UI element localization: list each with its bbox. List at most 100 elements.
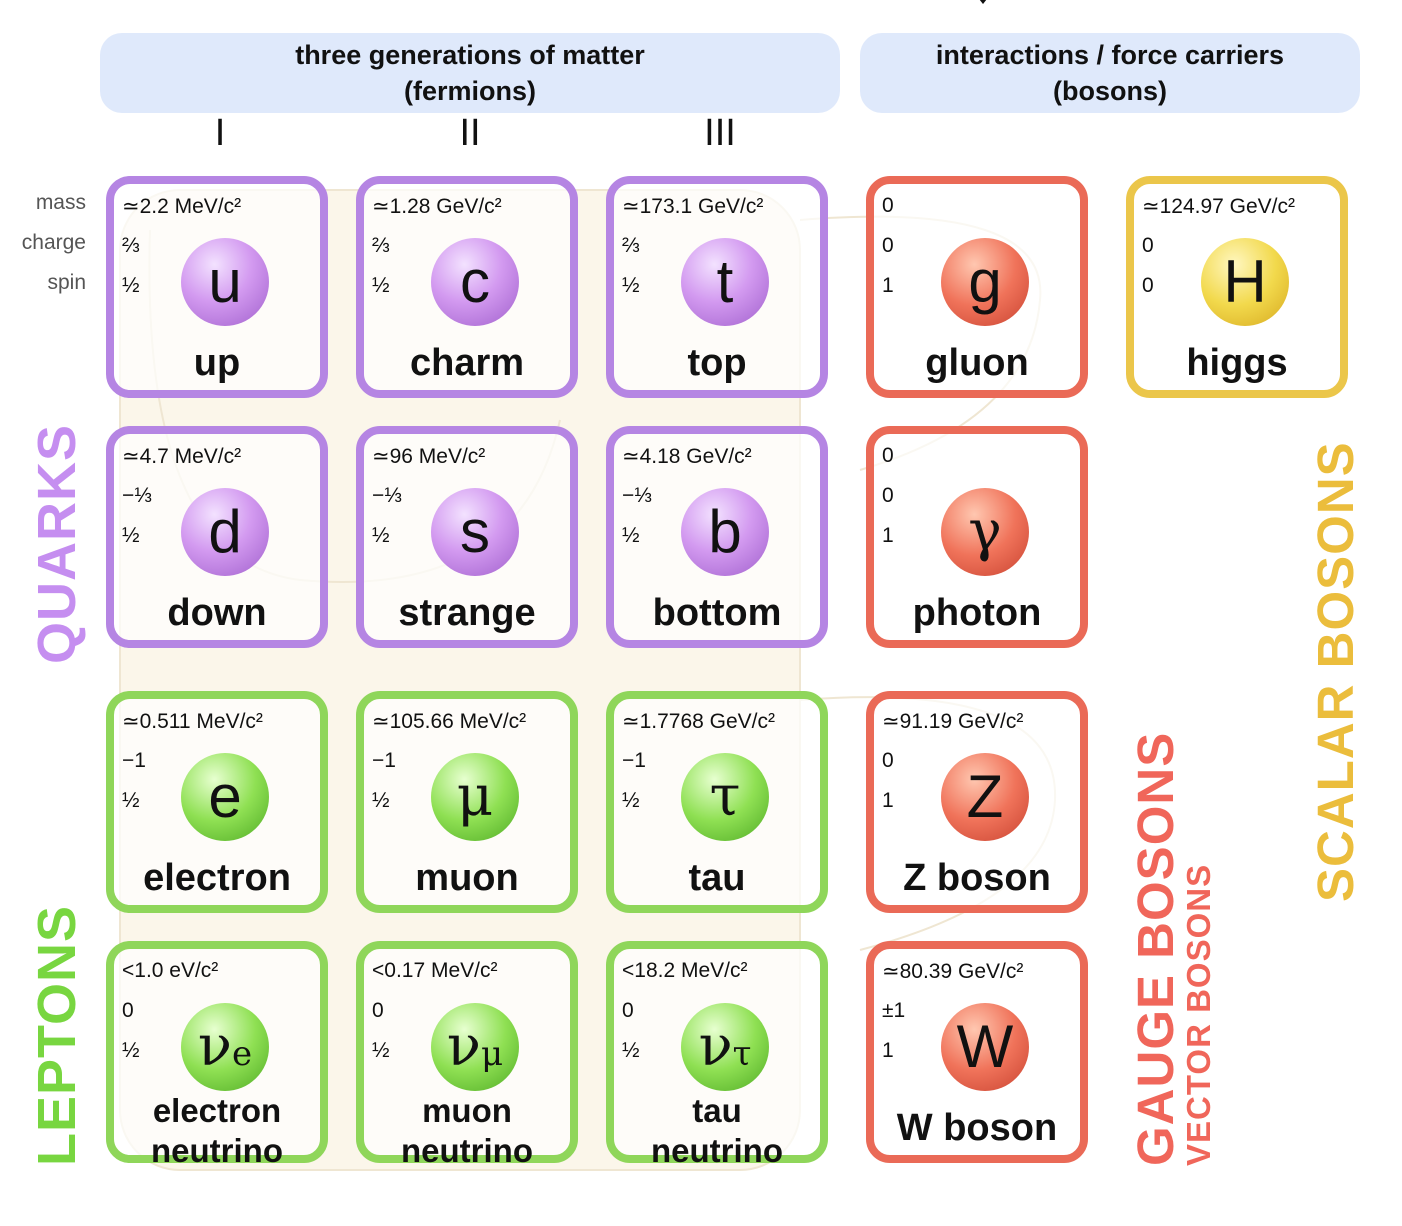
charge-value: 0 xyxy=(122,999,134,1022)
particle-name: Z boson xyxy=(903,857,1051,899)
spin-value: ½ xyxy=(622,1039,640,1062)
spin-value: 1 xyxy=(882,1039,894,1062)
mass-value: ≃124.97 GeV/c² xyxy=(1142,195,1296,218)
particle-card-bottom: ≃4.18 GeV/c² −⅓ ½ b bottom xyxy=(606,426,828,648)
spin-value: ½ xyxy=(372,274,390,297)
mass-value: ≃0.511 MeV/c² xyxy=(122,710,263,733)
charge-value: 0 xyxy=(1142,234,1154,257)
particle-name: electron xyxy=(143,857,291,899)
mass-value: ≃96 MeV/c² xyxy=(372,445,486,468)
symbol-main: ν xyxy=(698,1014,733,1079)
symbol-subscript: τ xyxy=(732,1034,752,1074)
particle-name: muon neutrino xyxy=(364,1091,570,1171)
spin-value: ½ xyxy=(372,1039,390,1062)
spin-value: ½ xyxy=(622,524,640,547)
particle-symbol: Z xyxy=(941,753,1029,841)
mass-value: ≃173.1 GeV/c² xyxy=(622,195,764,218)
particle-card-tau: ≃1.7768 GeV/c² −1 ½ τ tau xyxy=(606,691,828,913)
charge-value: ⅔ xyxy=(622,234,640,257)
bosons-header: interactions / force carriers (bosons) xyxy=(860,33,1360,113)
particle-symbol: b xyxy=(681,488,769,576)
spin-value: ½ xyxy=(372,524,390,547)
particle-name: tau neutrino xyxy=(614,1091,820,1171)
particle-name: up xyxy=(193,342,241,384)
mass-value: ≃105.66 MeV/c² xyxy=(372,710,527,733)
quarks-label: QUARKS xyxy=(27,423,87,664)
charge-value: 0 xyxy=(882,749,894,772)
mass-value: <1.0 eV/c² xyxy=(122,959,219,982)
particle-name: charm xyxy=(409,342,525,384)
particle-name: W boson xyxy=(896,1107,1058,1149)
mass-value: ≃4.7 MeV/c² xyxy=(122,445,242,468)
particle-name-line2: neutrino xyxy=(151,1132,283,1169)
spin-value: ½ xyxy=(122,274,140,297)
spin-value: ½ xyxy=(622,274,640,297)
cropped-title-fragment xyxy=(970,0,996,5)
spin-value: 1 xyxy=(882,789,894,812)
mass-value: ≃4.18 GeV/c² xyxy=(622,445,752,468)
leptons-label: LEPTONS xyxy=(27,904,87,1166)
symbol-subscript: e xyxy=(231,1034,253,1074)
particle-symbol: W xyxy=(941,1003,1029,1091)
particle-card-electron: ≃0.511 MeV/c² −1 ½ e electron xyxy=(106,691,328,913)
particle-symbol: u xyxy=(181,238,269,326)
particle-card-up: ≃2.2 MeV/c² ⅔ ½ u up xyxy=(106,176,328,398)
mass-value: 0 xyxy=(882,444,894,467)
particle-name: tau xyxy=(688,857,746,899)
mass-value: ≃1.28 GeV/c² xyxy=(372,195,502,218)
particle-symbol: s xyxy=(431,488,519,576)
charge-value: −1 xyxy=(372,749,396,772)
charge-value: −⅓ xyxy=(122,484,152,507)
particle-card-gluon: 0 0 1 g gluon xyxy=(866,176,1088,398)
spin-value: 1 xyxy=(882,274,894,297)
particle-symbol: τ xyxy=(681,753,769,841)
spin-label: spin xyxy=(47,271,86,294)
particle-symbol: g xyxy=(941,238,1029,326)
spin-value: 1 xyxy=(882,524,894,547)
generation-3-label: III xyxy=(704,112,736,154)
charge-value: −⅓ xyxy=(622,484,652,507)
charge-label: charge xyxy=(21,231,86,254)
particle-card-top: ≃173.1 GeV/c² ⅔ ½ t top xyxy=(606,176,828,398)
particle-name-line2: neutrino xyxy=(651,1132,783,1169)
particle-name-line1: muon xyxy=(422,1092,512,1129)
charge-value: 0 xyxy=(622,999,634,1022)
particle-card-down: ≃4.7 MeV/c² −⅓ ½ d down xyxy=(106,426,328,648)
mass-value: ≃91.19 GeV/c² xyxy=(882,710,1024,733)
symbol-main: ν xyxy=(197,1014,232,1079)
mass-value: ≃80.39 GeV/c² xyxy=(882,960,1024,983)
spin-value: ½ xyxy=(622,789,640,812)
particle-card-strange: ≃96 MeV/c² −⅓ ½ s strange xyxy=(356,426,578,648)
particle-symbol: c xyxy=(431,238,519,326)
spin-value: 0 xyxy=(1142,274,1154,297)
spin-value: ½ xyxy=(122,789,140,812)
particle-name: top xyxy=(687,342,747,384)
particle-symbol: e xyxy=(181,753,269,841)
generation-2-label: II xyxy=(459,112,481,154)
particle-symbol: H xyxy=(1201,238,1289,326)
mass-value: ≃2.2 MeV/c² xyxy=(122,195,242,218)
particle-name: gluon xyxy=(925,342,1029,384)
fermions-header-line1: three generations of matter xyxy=(295,40,645,70)
spin-value: ½ xyxy=(122,1039,140,1062)
particle-name: strange xyxy=(398,592,536,634)
particle-symbol: γ xyxy=(941,488,1029,576)
spin-value: ½ xyxy=(122,524,140,547)
particle-name: photon xyxy=(912,592,1042,634)
charge-value: ⅔ xyxy=(372,234,390,257)
particle-name-line1: tau xyxy=(692,1092,742,1129)
particle-card-muon: ≃105.66 MeV/c² −1 ½ μ muon xyxy=(356,691,578,913)
particle-card-w-boson: ≃80.39 GeV/c² ±1 1 W W boson xyxy=(866,941,1088,1163)
mass-value: ≃1.7768 GeV/c² xyxy=(622,710,776,733)
charge-value: 0 xyxy=(372,999,384,1022)
fermions-header-line2: (fermions) xyxy=(403,76,536,106)
particle-card-charm: ≃1.28 GeV/c² ⅔ ½ c charm xyxy=(356,176,578,398)
charge-value: −⅓ xyxy=(372,484,402,507)
mass-value: <18.2 MeV/c² xyxy=(622,959,748,982)
symbol-main: ν xyxy=(446,1014,481,1079)
